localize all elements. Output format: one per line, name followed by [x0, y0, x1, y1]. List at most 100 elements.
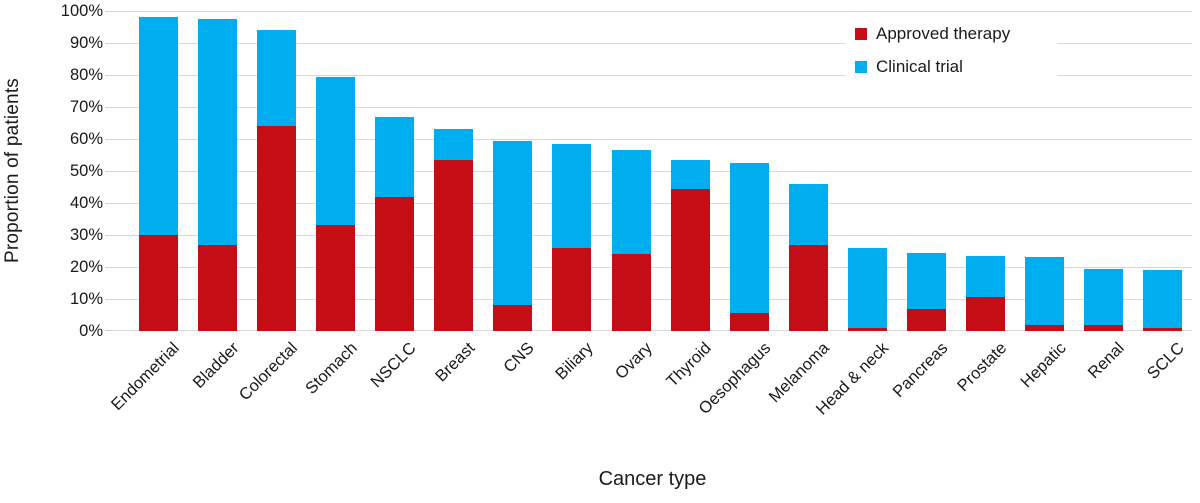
gridline: [113, 139, 1192, 140]
legend-swatch-icon: [855, 61, 867, 73]
segment-approved-therapy: [1143, 327, 1183, 331]
x-axis-category-label: Thyroid: [663, 339, 715, 391]
legend-label: Approved therapy: [876, 24, 1011, 43]
legend-item-clinical-trial: Clinical trial: [855, 55, 1047, 79]
y-axis-tick: [105, 11, 113, 12]
gridline: [113, 299, 1192, 300]
y-axis-tick-label: 20%: [69, 258, 103, 276]
legend-label: Clinical trial: [876, 57, 963, 76]
bar-slot: Oesophagus: [695, 11, 779, 418]
x-axis-category-label: Endometrial: [108, 339, 184, 414]
gridline: [113, 43, 1192, 44]
segment-clinical-trial: [198, 19, 238, 245]
y-axis-tick-label: 60%: [69, 130, 103, 148]
plot-area: Endometrial Bladder Colorectal Stomach NSCLC…: [105, 11, 1192, 419]
bar-hepatic: [1024, 257, 1064, 331]
bar-slot: Bladder: [188, 11, 247, 392]
legend-swatch-icon: [855, 28, 867, 40]
gridline: [113, 11, 1192, 12]
x-axis-category-label: Hepatic: [1016, 339, 1070, 392]
bar-slot: NSCLC: [365, 11, 424, 391]
bar-renal: [1084, 268, 1124, 331]
bar-sclc: [1143, 270, 1183, 331]
bar-oesophagus: [729, 163, 769, 331]
y-axis-tick-label: 10%: [69, 290, 103, 308]
y-axis-tick-label: 30%: [69, 226, 103, 244]
segment-approved-therapy: [434, 159, 474, 331]
bar-slot: Head & neck: [812, 11, 897, 419]
bar-ovary: [611, 150, 651, 331]
y-axis-tick: [105, 330, 113, 331]
y-axis-tick-label: 50%: [69, 162, 103, 180]
bar-breast: [434, 129, 474, 331]
bar-slot: Renal: [1074, 11, 1133, 382]
y-axis-tick: [105, 75, 113, 76]
segment-approved-therapy: [198, 244, 238, 331]
x-axis-category-label: Prostate: [953, 339, 1011, 396]
segment-clinical-trial: [1143, 270, 1183, 328]
segment-clinical-trial: [375, 116, 415, 197]
bar-pancreas: [906, 252, 946, 331]
y-axis-tick: [105, 267, 113, 268]
y-axis-tick-label: 90%: [69, 34, 103, 52]
bar-slot: Stomach: [302, 11, 365, 398]
x-axis-title: Cancer type: [598, 468, 707, 490]
bar-nsclc: [375, 116, 415, 331]
x-axis-category-label: Breast: [432, 339, 479, 386]
bar-slot: Breast: [424, 11, 483, 385]
gridline: [113, 267, 1192, 268]
y-axis-tick: [105, 43, 113, 44]
y-axis-tick: [105, 235, 113, 236]
segment-clinical-trial: [1024, 257, 1064, 325]
y-axis-tick: [105, 107, 113, 108]
y-axis-labels: 100% 90% 80% 70% 60% 50% 40% 30% 20% 10% 0%: [0, 2, 103, 340]
segment-clinical-trial: [316, 76, 356, 226]
bar-slot: CNS: [483, 11, 542, 376]
bar-stomach: [316, 76, 356, 331]
bar-slot: Hepatic: [1015, 11, 1074, 391]
y-axis-tick-label: 0%: [79, 322, 103, 340]
segment-clinical-trial: [670, 159, 710, 189]
bar-slot: Biliary: [542, 11, 601, 384]
bar-head-neck: [847, 247, 887, 331]
bars-row: Endometrial Bladder Colorectal Stomach NSCLC…: [108, 11, 1192, 419]
bar-slot: SCLC: [1133, 11, 1192, 383]
y-axis-tick: [105, 171, 113, 172]
x-axis-category-label: Ovary: [611, 339, 656, 383]
bar-cns: [493, 140, 533, 331]
segment-clinical-trial: [847, 247, 887, 328]
segment-approved-therapy: [316, 225, 356, 331]
x-axis-category-label: Colorectal: [236, 339, 302, 405]
y-axis-tick-label: 40%: [69, 194, 103, 212]
segment-clinical-trial: [434, 129, 474, 160]
x-axis-category-label: Biliary: [552, 339, 597, 384]
segment-approved-therapy: [906, 308, 946, 331]
segment-clinical-trial: [611, 150, 651, 255]
y-axis-tick: [105, 203, 113, 204]
segment-approved-therapy: [493, 305, 533, 331]
x-axis-category-label: Bladder: [189, 339, 243, 392]
bar-colorectal: [257, 30, 297, 331]
bar-bladder: [198, 19, 238, 331]
x-axis-category-label: CNS: [500, 339, 538, 377]
segment-approved-therapy: [1024, 324, 1064, 331]
x-axis-category-label: Renal: [1085, 339, 1129, 383]
y-axis-tick: [105, 299, 113, 300]
segment-clinical-trial: [257, 30, 297, 127]
y-axis-tick: [105, 139, 113, 140]
bar-melanoma: [788, 183, 828, 331]
gridline: [113, 75, 1192, 76]
segment-approved-therapy: [611, 254, 651, 331]
segment-approved-therapy: [1084, 324, 1124, 331]
bar-slot: Endometrial: [108, 11, 188, 414]
segment-clinical-trial: [965, 255, 1005, 298]
gridline: [113, 171, 1192, 172]
segment-clinical-trial: [139, 17, 179, 235]
segment-clinical-trial: [552, 143, 592, 248]
bar-biliary: [552, 143, 592, 331]
legend-item-approved-therapy: Approved therapy: [855, 22, 1047, 46]
bar-slot: Pancreas: [889, 11, 956, 401]
segment-approved-therapy: [847, 327, 887, 331]
gridline: [113, 203, 1192, 204]
